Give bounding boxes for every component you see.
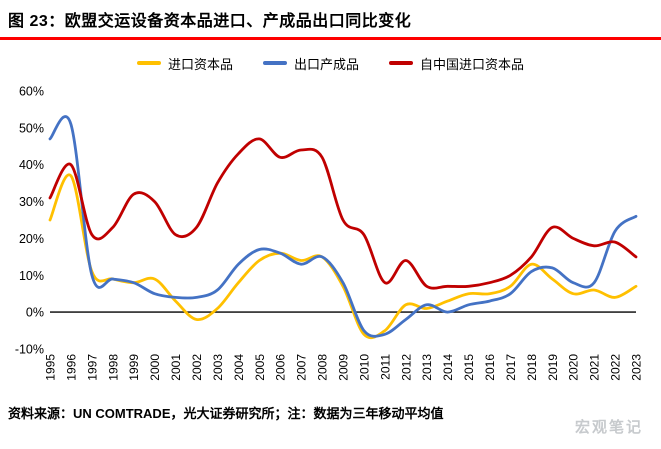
x-axis-tick-label: 2017: [504, 354, 518, 381]
x-axis-tick: 2019: [546, 354, 560, 381]
x-axis-tick: 2000: [148, 354, 162, 381]
y-axis-tick-label: 40%: [19, 158, 44, 172]
x-axis-tick: 2020: [567, 354, 581, 381]
legend-label: 进口资本品: [167, 56, 233, 72]
x-axis-tick: 2022: [609, 354, 623, 381]
x-axis-tick-label: 2004: [232, 354, 246, 381]
x-axis-tick: 2012: [399, 354, 413, 381]
x-axis-tick: 1997: [85, 354, 99, 381]
x-axis-tick-label: 2013: [420, 354, 434, 381]
x-axis-tick-label: 2003: [211, 354, 225, 381]
x-axis-tick-label: 2023: [630, 354, 644, 381]
x-axis-tick: 2010: [357, 354, 371, 381]
x-axis-tick-label: 2012: [399, 354, 413, 381]
x-axis-tick-label: 1996: [64, 354, 78, 381]
x-axis-tick-label: 2014: [441, 354, 455, 381]
x-axis-tick: 2006: [274, 354, 288, 381]
x-axis-tick: 2021: [588, 354, 602, 381]
x-axis-tick: 2015: [462, 354, 476, 381]
legend-item-imports-from-china: 自中国进口资本品: [389, 54, 524, 73]
legend-item-imports-capital-goods: 进口资本品: [136, 54, 233, 73]
x-axis-tick-label: 2000: [148, 354, 162, 381]
x-axis-tick: 2001: [169, 354, 183, 381]
page-title: 图 23：欧盟交运设备资本品进口、产成品出口同比变化: [8, 13, 412, 30]
x-axis-tick-label: 2011: [378, 354, 392, 380]
y-axis-tick-label: 0%: [26, 306, 44, 320]
x-axis-tick: 2002: [190, 354, 204, 381]
x-axis-tick-label: 2016: [483, 354, 497, 381]
x-axis-tick: 2008: [316, 354, 330, 381]
y-axis-tick-label: -10%: [15, 343, 44, 357]
legend-line-swatch-blue: [262, 61, 287, 65]
y-axis-tick-label: 20%: [19, 232, 44, 246]
x-axis-tick: 2004: [232, 354, 246, 381]
source-note: 资料来源：UN COMTRADE，光大证券研究所；注：数据为三年移动平均值: [8, 403, 661, 422]
x-axis-tick-label: 2018: [525, 354, 539, 381]
x-axis-tick: 2018: [525, 354, 539, 381]
x-axis-tick-label: 1997: [85, 354, 99, 381]
line-chart: 60% 50% 40% 30% 20% 10% 0% -10%1995 1996 1997 1998…: [15, 85, 644, 381]
legend-line-swatch-yellow: [136, 61, 161, 65]
x-axis-tick: 1995: [44, 354, 58, 381]
x-axis-tick-label: 2015: [462, 354, 476, 381]
x-axis-tick-label: 2022: [609, 354, 623, 381]
x-axis-tick: 1998: [106, 354, 120, 381]
chart-legend: 进口资本品 出口产成品 自中国进口资本品: [0, 53, 661, 73]
series-line-进口资本品: [48, 173, 638, 340]
x-axis-tick-label: 1995: [44, 354, 58, 381]
x-axis-tick: 1996: [64, 354, 78, 381]
x-axis-tick: 2017: [504, 354, 518, 381]
legend-item-exports-finished-goods: 出口产成品: [262, 54, 359, 73]
x-axis-tick-label: 2008: [316, 354, 330, 381]
x-axis-tick: 1999: [127, 354, 141, 381]
source-text: 资料来源：UN COMTRADE，光大证券研究所；注：数据为三年移动平均值: [8, 406, 444, 421]
x-axis-tick-label: 2005: [253, 354, 267, 381]
x-axis-tick-label: 2009: [337, 354, 351, 381]
x-axis-tick: 2014: [441, 354, 455, 381]
x-axis-tick-label: 2001: [169, 354, 183, 381]
chart-area: 60% 50% 40% 30% 20% 10% 0% -10% 1995 1996 1997 1998…: [0, 75, 661, 397]
x-axis-tick-label: 2002: [190, 354, 204, 381]
y-axis-tick-label: 10%: [19, 269, 44, 283]
x-axis-tick-label: 2020: [567, 354, 581, 381]
x-axis-tick: 2003: [211, 354, 225, 381]
x-axis-tick-label: 2021: [588, 354, 602, 381]
legend-line-swatch-red: [389, 61, 413, 65]
x-axis-tick: 2013: [420, 354, 434, 381]
figure-header: 图 23：欧盟交运设备资本品进口、产成品出口同比变化: [0, 0, 661, 40]
x-axis-tick: 2011: [378, 354, 392, 380]
y-axis-tick-label: 60%: [19, 85, 44, 99]
legend-label: 自中国进口资本品: [420, 56, 525, 72]
x-axis-tick: 2016: [483, 354, 497, 381]
x-axis-tick-label: 2006: [274, 354, 288, 381]
y-axis-tick-label: 30%: [19, 195, 44, 209]
x-axis-tick: 2009: [337, 354, 351, 381]
series-line-自中国进口资本品: [48, 137, 638, 290]
x-axis-tick: 2005: [253, 354, 267, 381]
x-axis-tick-label: 2019: [546, 354, 560, 381]
legend-label: 出口产成品: [293, 56, 359, 72]
x-axis-tick-label: 1998: [106, 354, 120, 381]
x-axis-tick: 2023: [630, 354, 644, 381]
y-axis-tick-label: 50%: [19, 121, 44, 135]
x-axis-tick-label: 2010: [357, 354, 371, 381]
series-line-出口产成品: [48, 115, 638, 338]
x-axis-tick-label: 1999: [127, 354, 141, 381]
x-axis-tick-label: 2007: [295, 354, 309, 381]
x-axis-tick: 2007: [295, 354, 309, 381]
